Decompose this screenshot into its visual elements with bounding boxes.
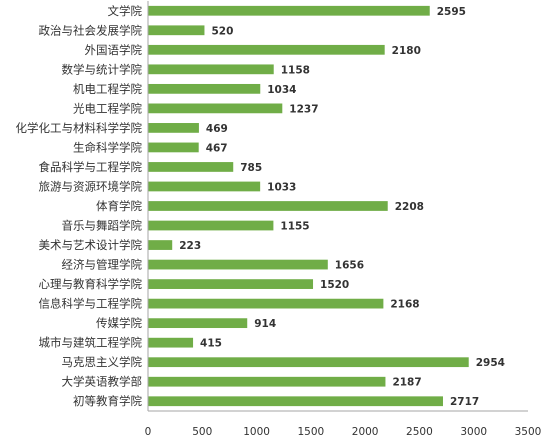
bar <box>148 25 205 36</box>
value-label: 1033 <box>267 181 296 193</box>
category-label: 旅游与资源环境学院 <box>39 179 143 193</box>
bar <box>148 396 443 407</box>
bar <box>148 220 274 231</box>
bar <box>148 357 469 368</box>
bar <box>148 337 194 348</box>
value-label: 2954 <box>476 357 505 369</box>
value-label: 2208 <box>395 201 424 213</box>
x-tick-label: 0 <box>145 426 152 438</box>
category-label: 信息科学与工程学院 <box>39 297 143 311</box>
category-label: 数学与统计学院 <box>62 62 143 76</box>
x-tick-label: 1000 <box>243 426 270 438</box>
bar <box>148 162 234 172</box>
value-label: 2595 <box>437 6 466 18</box>
value-label: 223 <box>179 240 201 252</box>
category-label: 食品科学与工程学院 <box>39 160 143 174</box>
bar <box>148 142 199 153</box>
bar <box>148 240 173 250</box>
value-label: 415 <box>200 338 222 350</box>
bar <box>148 298 384 309</box>
bar <box>148 279 314 289</box>
x-tick-label: 500 <box>192 426 212 438</box>
bar <box>148 5 430 16</box>
value-label: 914 <box>254 318 276 330</box>
bar <box>148 181 261 192</box>
x-tick-label: 2500 <box>406 426 433 438</box>
x-tick-labels: 0 500 1000 1500 2000 2500 3000 3500 <box>145 426 542 438</box>
bar <box>148 83 261 94</box>
bar <box>148 376 386 387</box>
x-tick-label: 2000 <box>352 426 379 438</box>
chart-axes <box>147 1 528 412</box>
category-label: 音乐与舞蹈学院 <box>62 219 143 233</box>
chart-bars <box>148 5 469 407</box>
category-label: 化学化工与材料科学学院 <box>16 121 143 135</box>
value-label: 2187 <box>392 377 421 389</box>
category-label: 政治与社会发展学院 <box>39 23 143 37</box>
x-tick-label: 3000 <box>460 426 487 438</box>
bar <box>148 44 385 55</box>
value-label: 2168 <box>390 299 419 311</box>
value-label: 1155 <box>280 221 309 233</box>
bar <box>148 318 248 329</box>
category-label: 经济与管理学院 <box>62 258 143 272</box>
bar <box>148 103 283 114</box>
bar <box>148 64 274 75</box>
value-label: 2717 <box>450 396 479 408</box>
bar <box>148 201 388 211</box>
value-label: 467 <box>206 142 228 154</box>
category-label: 机电工程学院 <box>73 82 142 96</box>
value-label: 469 <box>206 123 228 135</box>
x-tick-label: 3500 <box>515 426 542 438</box>
value-label: 785 <box>240 162 262 174</box>
value-label: 1158 <box>281 64 310 76</box>
category-label: 大学英语教学部 <box>62 375 143 389</box>
category-label: 城市与建筑工程学院 <box>39 336 143 350</box>
value-label: 1237 <box>289 103 318 115</box>
category-label: 生命科学学院 <box>73 140 142 154</box>
category-label: 马克思主义学院 <box>62 355 143 369</box>
value-label: 1656 <box>335 260 364 272</box>
category-label: 光电工程学院 <box>73 101 142 115</box>
category-label: 美术与艺术设计学院 <box>39 238 143 252</box>
value-label: 1034 <box>267 84 296 96</box>
category-label: 文学院 <box>108 4 143 18</box>
bar <box>148 123 199 133</box>
category-labels: 文学院政治与社会发展学院外国语学院数学与统计学院机电工程学院光电工程学院化学化工… <box>16 4 143 408</box>
category-label: 心理与教育科学学院 <box>39 277 143 291</box>
value-label: 520 <box>211 25 233 37</box>
x-tick-label: 1500 <box>297 426 324 438</box>
category-label: 体育学院 <box>96 199 142 213</box>
value-labels: 2595 520 2180 1158 1034 1237 469 467 785 1033 2208… <box>179 6 505 408</box>
category-label: 初等教育学院 <box>73 394 142 408</box>
bar <box>148 259 328 270</box>
category-label: 传媒学院 <box>96 316 142 330</box>
value-label: 1520 <box>320 279 349 291</box>
value-label: 2180 <box>392 45 421 57</box>
category-label: 外国语学院 <box>85 43 143 57</box>
